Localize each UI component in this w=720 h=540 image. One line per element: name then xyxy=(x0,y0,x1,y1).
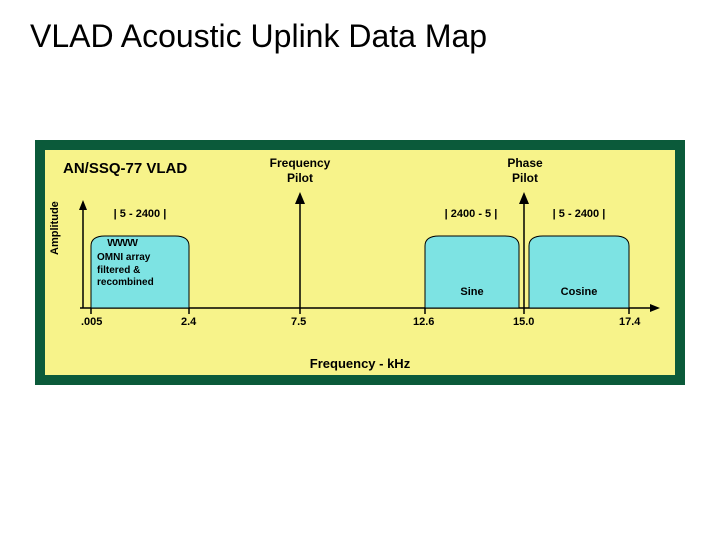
tick-2: 7.5 xyxy=(291,316,306,328)
chart-inner: AN/SSQ-77 VLAD Frequency Pilot Phase Pil… xyxy=(45,150,675,375)
omni-vvvv: VVVVVV xyxy=(107,238,137,251)
x-axis-label: Frequency - kHz xyxy=(45,356,675,371)
phase-pilot-label: Phase Pilot xyxy=(495,156,555,186)
chart-frame: AN/SSQ-77 VLAD Frequency Pilot Phase Pil… xyxy=(35,140,685,385)
y-axis-label: Amplitude xyxy=(49,201,61,255)
tick-5: 17.4 xyxy=(619,316,640,328)
y-axis-arrow-icon xyxy=(79,200,87,210)
range-band2: | 2400 - 5 | xyxy=(423,208,519,220)
tick-1: 2.4 xyxy=(181,316,196,328)
sine-label: Sine xyxy=(425,286,519,298)
freq-pilot-arrowhead-icon xyxy=(295,192,305,204)
tick-0: .005 xyxy=(81,316,102,328)
plot-area: | 5 - 2400 | | 2400 - 5 | | 5 - 2400 | V… xyxy=(75,190,665,330)
omni-text: OMNI array filtered & recombined xyxy=(97,252,154,290)
range-band1: | 5 - 2400 | xyxy=(91,208,189,220)
freq-pilot-label: Frequency Pilot xyxy=(260,156,340,186)
range-band3: | 5 - 2400 | xyxy=(529,208,629,220)
cosine-label: Cosine xyxy=(529,286,629,298)
phase-pilot-arrowhead-icon xyxy=(519,192,529,204)
x-axis-arrow-icon xyxy=(650,304,660,312)
tick-4: 15.0 xyxy=(513,316,534,328)
chart-header: AN/SSQ-77 VLAD xyxy=(63,160,187,177)
tick-3: 12.6 xyxy=(413,316,434,328)
slide-title: VLAD Acoustic Uplink Data Map xyxy=(30,18,487,55)
